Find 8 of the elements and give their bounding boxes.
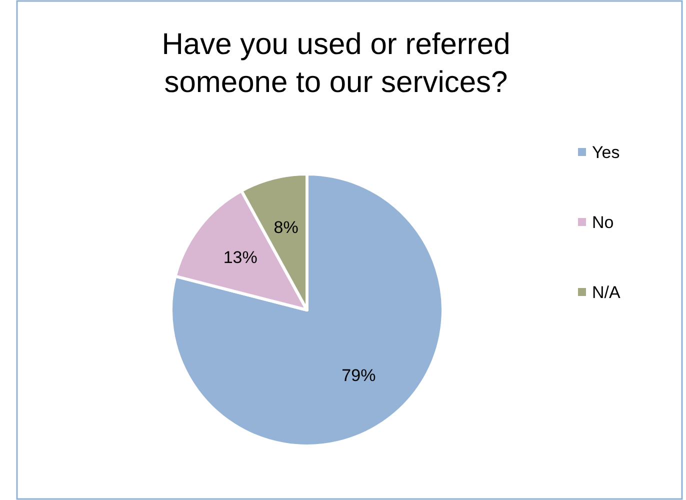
pie-slice (170, 172, 444, 448)
data-label: 8% (274, 218, 298, 237)
legend-label: N/A (592, 283, 621, 302)
data-label: 79% (342, 366, 376, 386)
legend-label: Yes (592, 143, 620, 162)
data-label: 13% (223, 248, 258, 267)
legend-label: No (592, 213, 614, 232)
chart-title: Have you used or referred someone to our services? (162, 28, 510, 99)
